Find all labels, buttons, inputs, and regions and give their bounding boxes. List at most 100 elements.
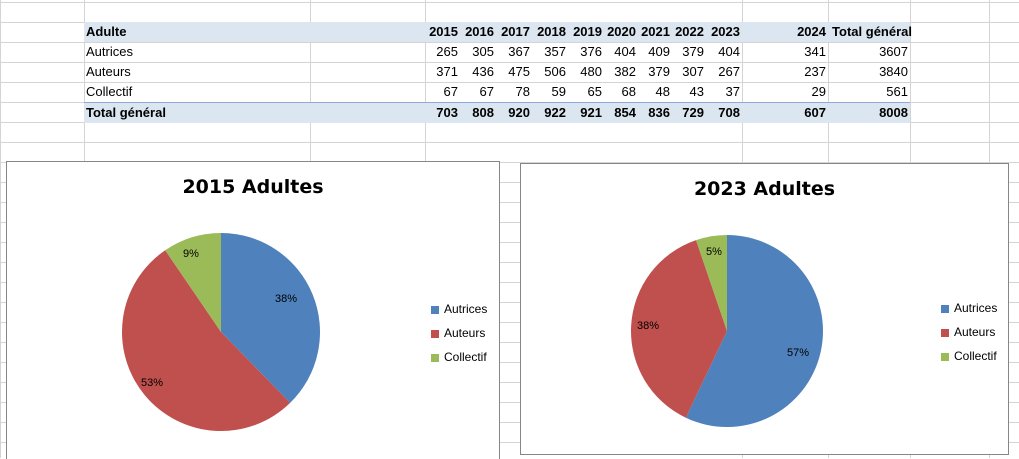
table-cell[interactable]: 404 xyxy=(614,44,636,59)
pie-label-auteurs: 53% xyxy=(141,377,164,389)
pie-label-collectif: 5% xyxy=(706,246,722,258)
table-cell[interactable]: 341 xyxy=(804,44,826,59)
legend-swatch xyxy=(941,352,949,361)
table-cell[interactable]: 237 xyxy=(804,64,826,79)
pie-slice-auteurs[interactable] xyxy=(631,240,727,418)
table-cell[interactable]: 404 xyxy=(718,44,740,59)
header-cell[interactable]: 2020 xyxy=(607,24,636,39)
pie-slice-autrices[interactable] xyxy=(685,235,823,427)
header-cell[interactable]: 2023 xyxy=(711,24,740,39)
chart-title: 2015 Adultes xyxy=(182,176,324,198)
legend-item-autrices: Autrices xyxy=(431,301,487,317)
legend-swatch xyxy=(941,304,949,313)
legend-item-auteurs: Auteurs xyxy=(431,325,485,341)
legend-label: Auteurs xyxy=(444,326,486,340)
pie-chart-2015 xyxy=(122,233,320,431)
row-label[interactable]: Collectif xyxy=(86,84,133,99)
pie-slice-auteurs[interactable] xyxy=(122,250,291,431)
table-cell[interactable]: 307 xyxy=(682,64,704,79)
table-cell[interactable]: 37 xyxy=(725,84,740,99)
legend-label: Autrices xyxy=(444,302,488,316)
table-cell[interactable]: 48 xyxy=(655,84,670,99)
table-cell[interactable]: 376 xyxy=(580,44,602,59)
table-cell[interactable]: 506 xyxy=(544,64,566,79)
header-cell[interactable]: Adulte xyxy=(86,24,127,39)
chart-title: 2023 Adultes xyxy=(693,178,836,200)
table-cell[interactable]: 267 xyxy=(718,64,740,79)
table-cell[interactable]: 68 xyxy=(621,84,636,99)
total-cell[interactable]: 607 xyxy=(804,105,826,120)
total-cell[interactable]: 808 xyxy=(472,105,494,120)
table-row: Auteurs 371 436 475 506 480 382 379 307 … xyxy=(84,62,910,82)
table-cell[interactable]: 265 xyxy=(436,44,458,59)
pie-slice-collectif[interactable] xyxy=(696,235,727,331)
table-cell[interactable]: 29 xyxy=(811,84,826,99)
total-cell[interactable]: 854 xyxy=(614,105,636,120)
header-cell[interactable]: 2015 xyxy=(429,24,458,39)
chart-panel-2015[interactable]: 2015 Adultes 38% 53% 9% Autrices Auteurs… xyxy=(6,161,500,459)
pie-slice-autrices[interactable] xyxy=(221,233,320,403)
table-cell[interactable]: 379 xyxy=(682,44,704,59)
header-cell[interactable]: 2019 xyxy=(573,24,602,39)
total-cell[interactable]: 920 xyxy=(508,105,530,120)
row-label[interactable]: Autrices xyxy=(86,44,133,59)
legend-swatch xyxy=(431,305,439,314)
table-row: Autrices 265 305 367 357 376 404 409 379… xyxy=(84,42,910,62)
table-cell[interactable]: 379 xyxy=(648,64,670,79)
legend-label: Auteurs xyxy=(954,325,996,339)
row-label[interactable]: Auteurs xyxy=(86,64,131,79)
total-cell[interactable]: 921 xyxy=(580,105,602,120)
legend-swatch xyxy=(941,328,949,337)
header-cell[interactable]: Total général xyxy=(832,24,912,39)
table-cell[interactable]: 59 xyxy=(551,84,566,99)
legend-label: Autrices xyxy=(954,301,998,315)
total-cell[interactable]: 922 xyxy=(544,105,566,120)
table-cell[interactable]: 3607 xyxy=(879,44,908,59)
table-cell[interactable]: 371 xyxy=(436,64,458,79)
table-cell[interactable]: 78 xyxy=(515,84,530,99)
legend-label: Collectif xyxy=(444,350,487,364)
table-cell[interactable]: 305 xyxy=(472,44,494,59)
chart-panel-2023[interactable]: 2023 Adultes 57% 38% 5% Autrices Auteurs… xyxy=(520,163,1009,455)
row-label[interactable]: Total général xyxy=(86,105,166,120)
table-cell[interactable]: 436 xyxy=(472,64,494,79)
table-total-row: Total général 703 808 920 922 921 854 83… xyxy=(84,102,910,123)
table-cell[interactable]: 475 xyxy=(508,64,530,79)
header-cell[interactable]: 2018 xyxy=(537,24,566,39)
legend-item-auteurs: Auteurs xyxy=(941,324,995,340)
table-cell[interactable]: 43 xyxy=(689,84,704,99)
header-cell[interactable]: 2024 xyxy=(797,24,826,39)
header-cell[interactable]: 2022 xyxy=(675,24,704,39)
table-header-row: Adulte 2015 2016 2017 2018 2019 2020 202… xyxy=(84,22,912,42)
legend-swatch xyxy=(431,353,439,362)
table-cell[interactable]: 561 xyxy=(886,84,908,99)
table-cell[interactable]: 382 xyxy=(614,64,636,79)
pie-slice-collectif[interactable] xyxy=(165,233,221,332)
table-cell[interactable]: 67 xyxy=(443,84,458,99)
legend-item-collectif: Collectif xyxy=(941,348,997,364)
header-cell[interactable]: 2021 xyxy=(641,24,670,39)
table-cell[interactable]: 65 xyxy=(587,84,602,99)
legend-item-collectif: Collectif xyxy=(431,349,487,365)
table-cell[interactable]: 367 xyxy=(508,44,530,59)
total-cell[interactable]: 729 xyxy=(682,105,704,120)
legend-item-autrices: Autrices xyxy=(941,300,997,316)
legend-swatch xyxy=(431,329,439,338)
pie-label-autrices: 57% xyxy=(787,347,810,359)
header-cell[interactable]: 2016 xyxy=(465,24,494,39)
table-cell[interactable]: 409 xyxy=(648,44,670,59)
header-cell[interactable]: 2017 xyxy=(501,24,530,39)
table-row: Collectif 67 67 78 59 65 68 48 43 37 29 … xyxy=(84,82,910,102)
pie-label-auteurs: 38% xyxy=(637,320,660,332)
total-cell[interactable]: 703 xyxy=(436,105,458,120)
pie-label-autrices: 38% xyxy=(275,293,298,305)
total-cell[interactable]: 8008 xyxy=(879,105,908,120)
total-cell[interactable]: 836 xyxy=(648,105,670,120)
pie-label-collectif: 9% xyxy=(183,248,199,260)
table-cell[interactable]: 3840 xyxy=(879,64,908,79)
total-cell[interactable]: 708 xyxy=(718,105,740,120)
table-cell[interactable]: 480 xyxy=(580,64,602,79)
legend-label: Collectif xyxy=(954,349,997,363)
table-cell[interactable]: 357 xyxy=(544,44,566,59)
table-cell[interactable]: 67 xyxy=(479,84,494,99)
